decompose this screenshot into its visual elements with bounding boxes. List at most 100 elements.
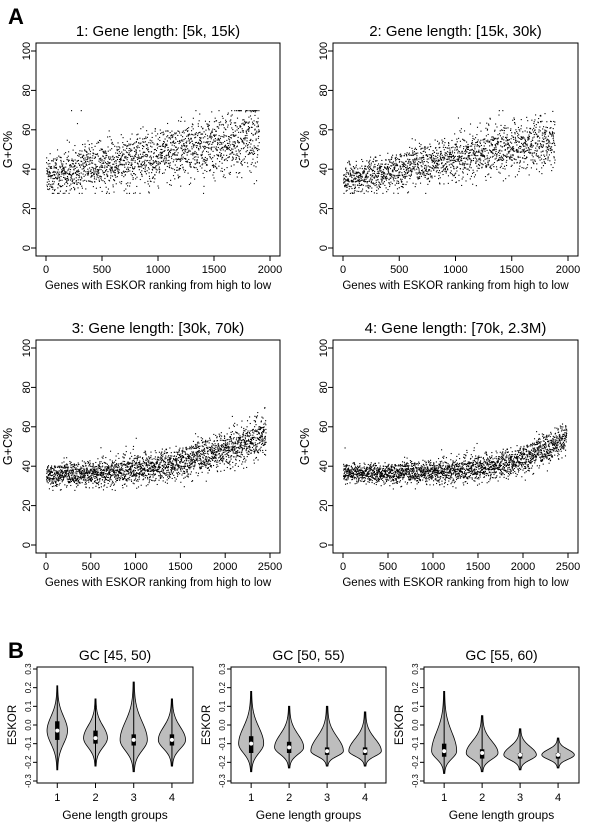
data-point xyxy=(101,471,103,473)
data-point xyxy=(251,162,253,164)
data-point xyxy=(409,161,411,163)
data-point xyxy=(539,146,541,148)
data-point xyxy=(216,158,218,160)
data-point xyxy=(164,162,166,164)
data-point xyxy=(47,178,49,180)
data-point xyxy=(83,159,85,161)
data-point xyxy=(345,180,347,182)
data-point xyxy=(487,139,489,141)
data-point xyxy=(539,130,541,132)
data-point xyxy=(493,147,495,149)
data-point xyxy=(153,143,155,145)
data-point xyxy=(473,171,475,173)
data-point xyxy=(48,474,50,476)
data-point xyxy=(450,157,453,159)
data-point xyxy=(127,466,129,468)
data-point xyxy=(453,167,455,169)
data-point xyxy=(188,133,190,135)
data-point xyxy=(379,186,381,188)
data-point xyxy=(471,140,473,142)
data-point xyxy=(91,472,93,474)
data-point xyxy=(138,478,140,480)
data-point xyxy=(551,135,553,137)
data-point xyxy=(451,152,453,154)
data-point xyxy=(499,133,501,135)
data-point xyxy=(83,461,85,463)
data-point xyxy=(247,128,249,130)
data-point xyxy=(232,152,234,154)
data-point xyxy=(479,161,481,163)
data-point xyxy=(142,473,144,475)
data-point xyxy=(186,140,188,142)
data-point xyxy=(497,137,499,139)
data-point xyxy=(246,137,248,139)
data-point xyxy=(482,164,484,166)
data-point xyxy=(383,172,385,174)
data-point xyxy=(487,160,489,162)
data-point xyxy=(90,170,92,172)
data-point xyxy=(99,463,101,465)
data-point xyxy=(91,157,93,159)
data-point xyxy=(72,469,74,472)
data-point xyxy=(145,462,147,464)
data-point xyxy=(201,164,203,166)
data-point xyxy=(104,171,106,173)
data-point xyxy=(187,161,189,163)
data-point xyxy=(376,192,378,194)
data-point xyxy=(84,477,86,479)
data-point xyxy=(397,165,399,167)
data-point xyxy=(146,160,148,162)
data-point xyxy=(173,159,175,161)
data-point xyxy=(65,467,67,469)
data-point xyxy=(436,166,438,168)
data-point xyxy=(369,167,371,169)
data-point xyxy=(231,134,233,136)
data-point xyxy=(119,477,121,479)
data-point xyxy=(430,175,432,177)
data-point xyxy=(61,474,63,476)
data-point xyxy=(428,154,430,156)
data-point xyxy=(433,158,435,160)
data-point xyxy=(181,144,183,146)
data-point xyxy=(436,167,438,169)
data-point xyxy=(406,181,408,183)
data-point xyxy=(194,142,197,144)
data-point xyxy=(107,482,109,485)
data-point xyxy=(459,140,461,142)
data-point xyxy=(138,156,140,158)
data-point xyxy=(140,164,142,166)
data-point xyxy=(90,478,92,480)
data-point xyxy=(61,476,63,478)
data-point xyxy=(390,158,393,160)
data-point xyxy=(436,162,438,165)
data-point xyxy=(117,142,119,144)
data-point xyxy=(131,471,133,473)
data-point xyxy=(122,164,124,166)
data-point xyxy=(52,188,54,190)
data-point xyxy=(479,145,481,147)
data-point xyxy=(526,143,528,145)
data-point xyxy=(65,469,67,471)
data-point xyxy=(109,168,111,170)
data-point xyxy=(483,155,485,157)
data-point xyxy=(52,477,54,480)
data-point xyxy=(212,142,214,144)
data-point xyxy=(60,477,62,479)
data-point xyxy=(253,152,256,155)
data-point xyxy=(190,161,192,163)
data-point xyxy=(73,166,75,168)
data-point xyxy=(503,130,505,132)
data-point xyxy=(535,142,537,144)
data-point xyxy=(376,167,378,169)
data-point xyxy=(169,132,171,134)
data-point xyxy=(206,159,208,161)
data-point xyxy=(377,175,379,177)
data-point xyxy=(153,153,155,155)
data-point xyxy=(494,158,496,160)
data-point xyxy=(377,188,379,190)
data-point xyxy=(90,176,92,178)
data-point xyxy=(123,470,125,472)
data-point xyxy=(148,162,150,164)
data-point xyxy=(143,468,145,471)
data-point xyxy=(149,458,151,460)
